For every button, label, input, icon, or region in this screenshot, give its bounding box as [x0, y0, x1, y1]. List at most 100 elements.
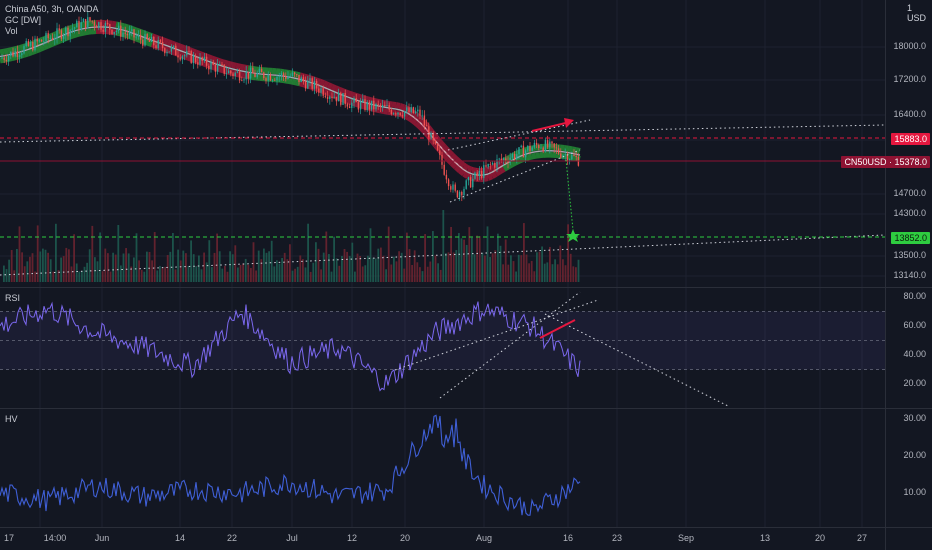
- volume-bar: [335, 258, 338, 282]
- candle-body: [553, 143, 555, 148]
- candle-body: [159, 40, 162, 42]
- ribbon-segment: [471, 166, 477, 174]
- ribbon-segment: [567, 145, 573, 153]
- currency-label[interactable]: 1 USD: [906, 3, 926, 23]
- time-tick-label: Aug: [475, 533, 493, 543]
- volume-bar: [486, 226, 489, 282]
- volume-bar: [133, 257, 135, 282]
- price-tick-label: 13500.0: [893, 250, 926, 260]
- candle-body: [542, 147, 544, 152]
- candle-body: [175, 45, 177, 56]
- ribbon-segment: [15, 45, 21, 52]
- volume-bar: [213, 252, 216, 282]
- volume-bar: [538, 251, 541, 282]
- symbol-title[interactable]: China A50, 3h, OANDA: [5, 4, 99, 14]
- candle-body: [16, 51, 19, 57]
- volume-bar: [101, 271, 104, 282]
- candle-body: [474, 172, 476, 179]
- volume-bar: [497, 233, 499, 282]
- volume-bar: [99, 232, 101, 282]
- volume-bar: [304, 267, 307, 282]
- volume-bar: [299, 255, 302, 282]
- candle-body: [71, 28, 74, 30]
- rsi-pane-label[interactable]: RSI: [5, 293, 21, 303]
- ribbon-segment: [134, 35, 142, 43]
- ribbon-segment: [445, 149, 455, 158]
- hv-series: [0, 414, 581, 516]
- volume-bar: [439, 269, 442, 282]
- candle-body: [179, 57, 181, 60]
- ribbon-segment: [453, 164, 463, 173]
- ribbon-segment: [182, 45, 190, 53]
- volume-bar: [315, 242, 317, 282]
- ribbon-segment: [527, 153, 533, 161]
- hv-tick-label: 20.00: [903, 450, 926, 460]
- time-tick-label: 13: [759, 533, 771, 543]
- volume-bar: [224, 266, 226, 282]
- candle-body: [221, 63, 223, 65]
- candle-body: [560, 153, 562, 158]
- candle-body: [549, 141, 551, 148]
- rsi-tick-label: 20.00: [903, 378, 926, 388]
- candle-body: [34, 38, 36, 51]
- candle-body: [379, 104, 382, 108]
- wedge-bottom: [449, 149, 581, 203]
- ribbon-center: [231, 68, 237, 71]
- volume-bar: [387, 226, 390, 282]
- volume-bar: [455, 250, 458, 282]
- volume-bar: [195, 266, 198, 282]
- candle-body: [192, 55, 195, 64]
- candle-body: [384, 104, 386, 107]
- ribbon-center: [35, 44, 41, 48]
- ribbon-center: [327, 88, 333, 92]
- hv-tick-label: 30.00: [903, 413, 926, 423]
- volume-bar: [450, 226, 452, 282]
- volume-bar: [252, 242, 255, 282]
- candle-body: [177, 55, 179, 58]
- volume-bar: [512, 261, 515, 282]
- volume-bar: [517, 254, 520, 282]
- candle-body: [417, 109, 419, 112]
- candle-body: [505, 158, 507, 162]
- candle-body: [487, 163, 489, 167]
- volume-bar: [91, 225, 94, 282]
- ribbon-segment: [391, 101, 397, 109]
- ribbon-segment: [375, 106, 381, 114]
- candle-body: [241, 80, 243, 82]
- volume-bar: [179, 260, 182, 282]
- volume-bar: [572, 266, 575, 282]
- candle-body: [137, 34, 140, 37]
- ribbon-center: [491, 169, 497, 173]
- candle-body: [370, 100, 373, 110]
- ribbon-segment: [359, 94, 365, 102]
- candle-body: [302, 77, 305, 82]
- ribbon-segment: [170, 40, 178, 48]
- indicator-gc-label[interactable]: GC [DW]: [5, 15, 41, 25]
- candle-body: [346, 104, 349, 107]
- ribbon-center: [483, 173, 489, 176]
- ribbon-segment: [134, 27, 142, 35]
- symbol-price-tag: CN50USD · 15378.0: [841, 156, 930, 168]
- volume-bar: [156, 270, 159, 282]
- volume-bar: [575, 267, 577, 282]
- candle-body: [419, 109, 421, 116]
- ribbon-segment: [383, 108, 389, 115]
- candle-body: [555, 147, 558, 149]
- ribbon-segment: [330, 83, 338, 92]
- indicator-vol-label[interactable]: Vol: [5, 26, 18, 36]
- candle-body: [216, 64, 219, 72]
- time-tick-label: 20: [399, 533, 411, 543]
- volume-bar: [151, 260, 153, 282]
- candle-body: [267, 74, 269, 81]
- candle-body: [465, 180, 467, 189]
- candle-body: [511, 153, 514, 158]
- price-tick-label: 17200.0: [893, 74, 926, 84]
- volume-bar: [525, 254, 528, 282]
- ribbon-center: [323, 86, 329, 90]
- candle-body: [95, 25, 98, 28]
- volume-bar: [257, 250, 260, 282]
- volume-bar: [185, 253, 187, 282]
- ribbon-segment: [126, 24, 134, 32]
- hv-pane-label[interactable]: HV: [5, 414, 18, 424]
